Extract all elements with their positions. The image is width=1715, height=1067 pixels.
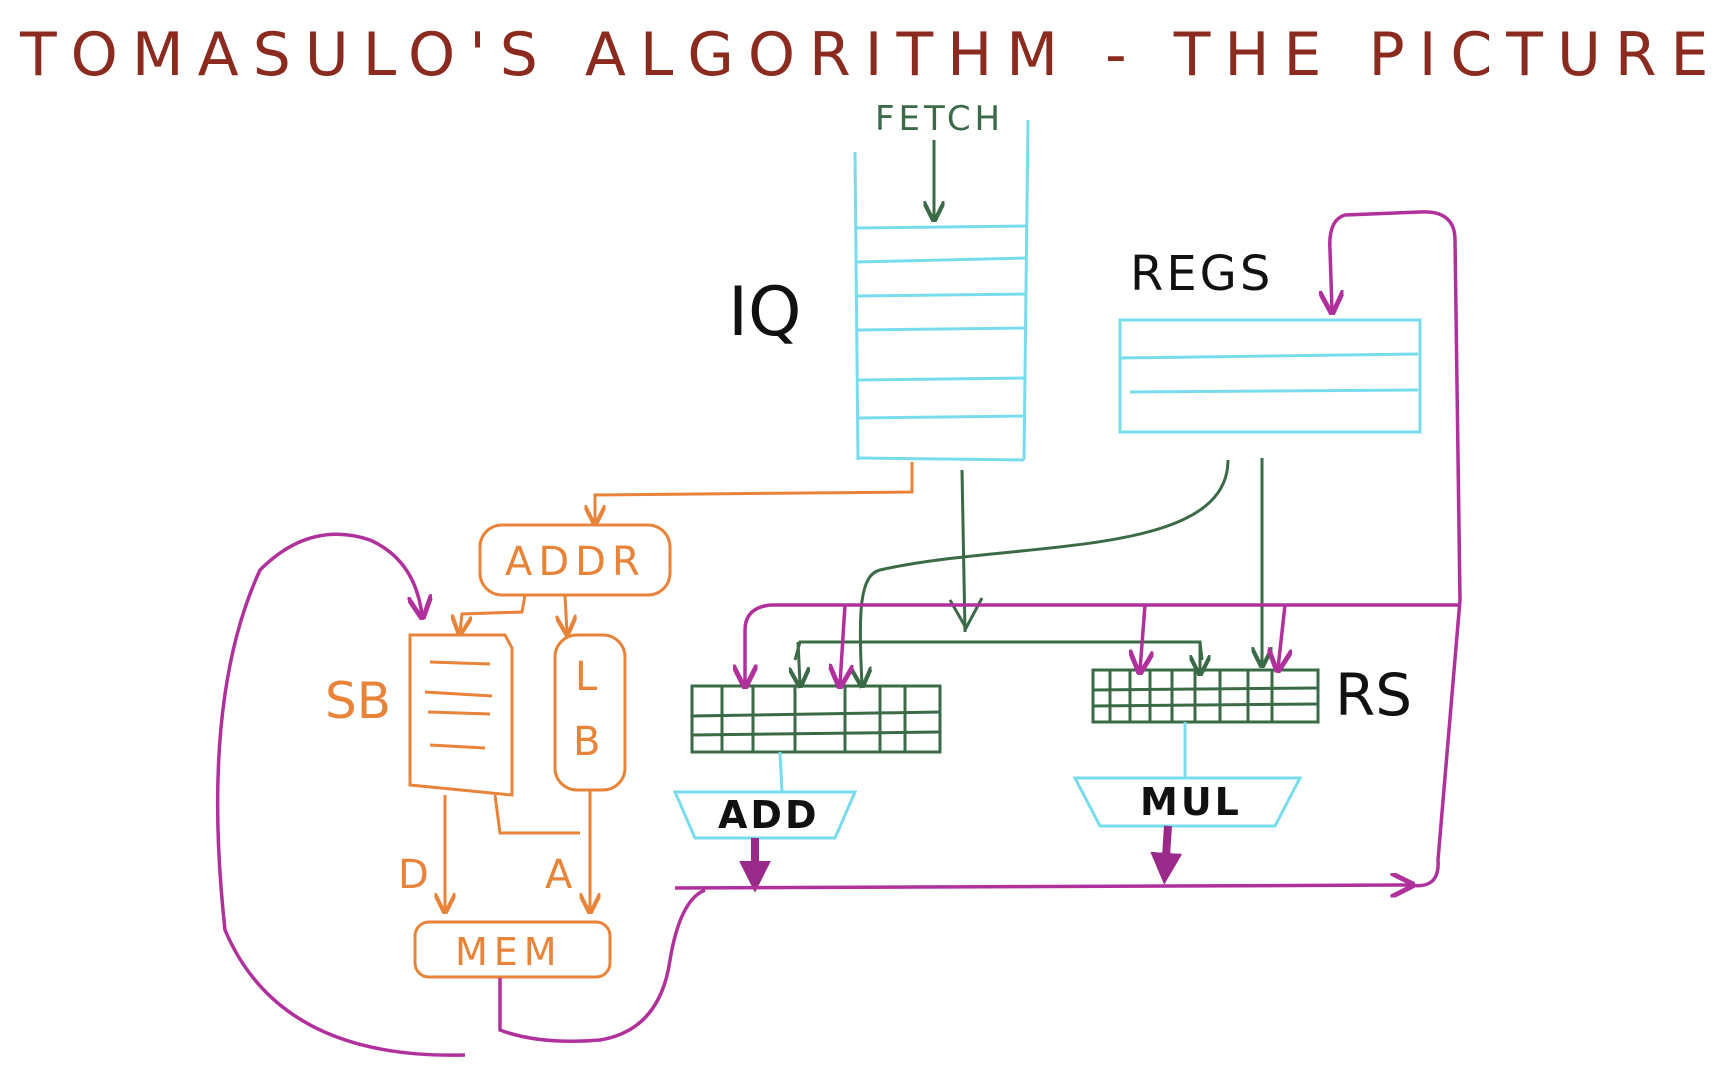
memory-unit <box>413 920 612 979</box>
diagram-title: TOMASULO'S ALGORITHM - THE PICTURE <box>19 20 1715 90</box>
sb-addr-line <box>493 794 580 835</box>
mul-unit <box>1072 776 1303 828</box>
issue-to-rs-add-1 <box>798 641 800 684</box>
mem-label: MEM <box>455 930 563 974</box>
rs-mul <box>1091 668 1320 724</box>
rs-add <box>690 684 942 754</box>
cdb-to-rs-add-2 <box>840 604 845 684</box>
rs-add-to-add-line <box>778 751 784 793</box>
a-label: A <box>545 852 573 898</box>
regs-to-rs-add <box>860 459 1230 684</box>
addr-to-sb-arrow <box>460 594 527 632</box>
mul-label: MUL <box>1140 780 1242 824</box>
iq-to-addr-arrow <box>595 462 914 522</box>
fetch-label: FETCH <box>875 99 1004 139</box>
mem-to-cdb <box>498 888 706 1043</box>
iq-label: IQ <box>728 273 802 352</box>
addr-label: ADDR <box>505 539 646 585</box>
cdb-top-bus <box>745 603 1458 684</box>
register-file <box>1118 318 1422 434</box>
add-label: ADD <box>718 793 820 837</box>
mul-output-arrow <box>1150 825 1183 885</box>
store-buffer <box>408 633 514 797</box>
cdb-to-rs-mul-1 <box>1140 604 1145 670</box>
d-label: D <box>398 852 429 898</box>
cdb-right <box>1330 210 1462 888</box>
rs-label: RS <box>1335 661 1412 729</box>
add-unit <box>672 790 858 840</box>
lb-label-b: B <box>573 719 600 765</box>
instruction-queue <box>853 119 1030 462</box>
cdb-to-rs-mul-2 <box>1278 604 1285 668</box>
lb-label-l: L <box>575 654 598 700</box>
iq-issue-bus <box>960 469 967 633</box>
addr-unit <box>478 523 672 597</box>
cdb-bottom <box>674 885 1410 888</box>
regs-label: REGS <box>1130 246 1273 302</box>
sb-label: SB <box>325 672 391 730</box>
addr-to-lb-arrow <box>565 595 567 632</box>
cdb-to-sb-loop <box>215 532 466 1057</box>
iq-issue-arrowhead <box>948 597 984 632</box>
